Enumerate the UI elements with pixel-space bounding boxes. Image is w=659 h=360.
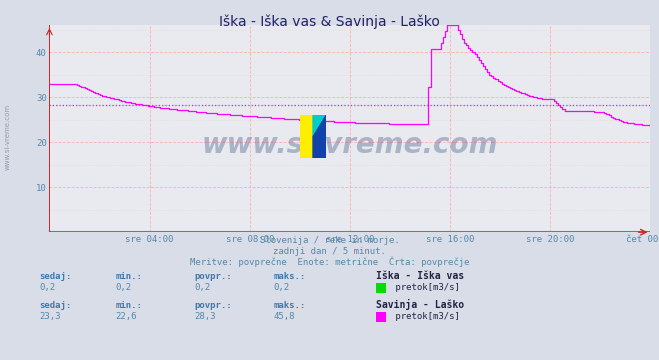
Text: Slovenija / reke in morje.: Slovenija / reke in morje. — [260, 236, 399, 245]
Text: min.:: min.: — [115, 301, 142, 310]
Text: 45,8: 45,8 — [273, 312, 295, 321]
Text: pretok[m3/s]: pretok[m3/s] — [390, 312, 460, 321]
Text: 23,3: 23,3 — [40, 312, 61, 321]
Text: maks.:: maks.: — [273, 272, 306, 281]
Text: Meritve: povprečne  Enote: metrične  Črta: povprečje: Meritve: povprečne Enote: metrične Črta:… — [190, 256, 469, 267]
Polygon shape — [313, 115, 326, 158]
Text: www.si-vreme.com: www.si-vreme.com — [5, 104, 11, 170]
Text: 0,2: 0,2 — [40, 283, 55, 292]
Text: 0,2: 0,2 — [115, 283, 131, 292]
Text: Iška - Iška vas: Iška - Iška vas — [376, 271, 464, 281]
Text: zadnji dan / 5 minut.: zadnji dan / 5 minut. — [273, 247, 386, 256]
Polygon shape — [300, 115, 313, 158]
Polygon shape — [313, 115, 326, 137]
Text: povpr.:: povpr.: — [194, 272, 232, 281]
Text: maks.:: maks.: — [273, 301, 306, 310]
Text: povpr.:: povpr.: — [194, 301, 232, 310]
Text: 22,6: 22,6 — [115, 312, 137, 321]
Text: pretok[m3/s]: pretok[m3/s] — [390, 283, 460, 292]
Text: Iška - Iška vas & Savinja - Laško: Iška - Iška vas & Savinja - Laško — [219, 14, 440, 29]
Text: 0,2: 0,2 — [273, 283, 289, 292]
Text: Savinja - Laško: Savinja - Laško — [376, 299, 464, 310]
Text: www.si-vreme.com: www.si-vreme.com — [202, 131, 498, 159]
Text: sedaj:: sedaj: — [40, 301, 72, 310]
Text: min.:: min.: — [115, 272, 142, 281]
Text: 0,2: 0,2 — [194, 283, 210, 292]
Text: sedaj:: sedaj: — [40, 272, 72, 281]
Text: 28,3: 28,3 — [194, 312, 216, 321]
